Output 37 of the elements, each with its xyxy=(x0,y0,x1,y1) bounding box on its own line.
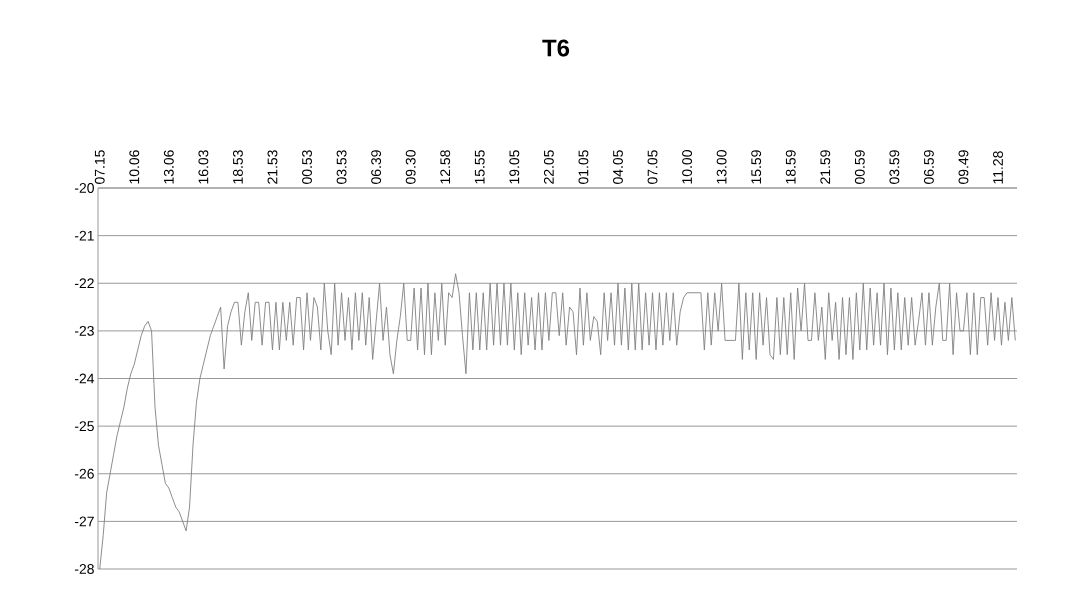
x-tick-label: 10.00 xyxy=(682,150,693,184)
x-tick-label: 18.59 xyxy=(785,150,796,184)
x-tick-label: 04.05 xyxy=(613,150,623,184)
x-tick-label: 21.53 xyxy=(267,150,278,184)
x-tick-label: 12.58 xyxy=(440,150,451,184)
y-tick-label: -23 xyxy=(74,325,94,336)
x-tick-label: 13.06 xyxy=(163,150,174,184)
y-tick-label: -24 xyxy=(74,373,95,384)
x-tick-label: 13.00 xyxy=(716,150,727,184)
x-tick-label: 15.55 xyxy=(474,150,485,184)
y-tick-label: -21 xyxy=(74,230,94,241)
x-tick-label: 09.30 xyxy=(405,150,416,184)
x-tick-label: 03.53 xyxy=(336,150,347,184)
y-tick-label: -25 xyxy=(74,421,94,432)
x-tick-label: 01.05 xyxy=(578,150,589,184)
x-tick-label: 07.15 xyxy=(94,150,105,184)
x-tick-label: 06.39 xyxy=(371,150,382,184)
x-tick-label: 19.05 xyxy=(509,150,520,184)
chart-title: T6 xyxy=(542,39,570,57)
x-tick-label: 21.59 xyxy=(820,150,831,184)
x-tick-label: 09.49 xyxy=(958,150,969,184)
x-tick-label: 10.06 xyxy=(129,150,140,184)
y-tick-label: -28 xyxy=(74,564,94,574)
x-tick-label: 15.59 xyxy=(751,150,762,184)
x-tick-label: 16.03 xyxy=(198,150,209,184)
x-tick-label: 18.53 xyxy=(232,150,243,184)
y-tick-label: -26 xyxy=(74,468,94,479)
x-tick-label: 22.05 xyxy=(543,150,554,184)
y-tick-label: -22 xyxy=(74,278,94,289)
x-tick-label: 03.59 xyxy=(889,150,900,184)
x-tick-label: 07.05 xyxy=(647,150,658,184)
y-tick-label: -20 xyxy=(74,183,94,193)
x-tick-label: 00.53 xyxy=(302,150,312,184)
x-tick-label: 11.28 xyxy=(993,151,1003,184)
x-tick-label: 06.59 xyxy=(923,150,934,184)
y-tick-label: -27 xyxy=(74,516,94,527)
x-tick-label: 00.59 xyxy=(854,150,865,184)
